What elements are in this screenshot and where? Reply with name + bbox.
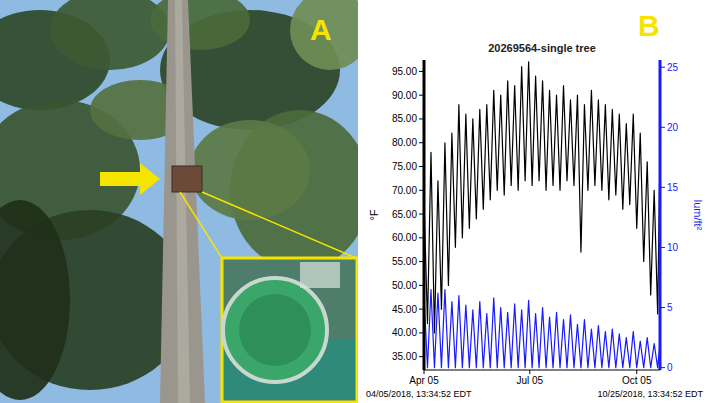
y-tick-label: 95.00 [392, 66, 417, 77]
zoom-line [202, 192, 356, 258]
inset [222, 258, 357, 402]
y-tick-label: 75.00 [392, 161, 417, 172]
y2-tick-label: 20 [667, 122, 679, 133]
y2-tick [660, 187, 665, 188]
y-tick-label: 40.00 [392, 327, 417, 338]
arrow [100, 163, 160, 195]
y-tick [419, 332, 424, 333]
y-tick [419, 214, 424, 215]
y2-tick [660, 307, 665, 308]
x-tick [529, 370, 530, 374]
figure: A B 20269564-single tree 35.00 40.00 45.00 50.… [0, 0, 709, 403]
y2-axis-title: lum/ft² [692, 200, 704, 231]
foliage [190, 120, 310, 220]
x-tick-label: Oct 05 [622, 375, 652, 386]
y-tick-label: 35.00 [392, 351, 417, 362]
end-stamp: 10/25/2018, 13:34:52 EDT [597, 389, 703, 399]
y-tick [419, 237, 424, 238]
y-tick [419, 166, 424, 167]
panel-label: B [638, 9, 660, 42]
y-tick-label: 65.00 [392, 209, 417, 220]
y-tick [419, 95, 424, 96]
y2-tick-label: 10 [667, 242, 679, 253]
photo-panel [0, 0, 370, 403]
y-tick [419, 309, 424, 310]
x-tick-label: Jul 05 [516, 375, 543, 386]
y-tick-label: 85.00 [392, 113, 417, 124]
x-axis [424, 370, 660, 371]
y2-tick-label: 25 [667, 62, 679, 73]
x-tick [636, 370, 637, 374]
chart-background [358, 0, 709, 403]
y-tick-label: 55.00 [392, 256, 417, 267]
foliage [150, 0, 250, 50]
y2-tick [660, 127, 665, 128]
tree-trunk [160, 0, 205, 403]
y2-axis [659, 60, 662, 370]
light-line [424, 290, 660, 368]
y2-tick [660, 67, 665, 68]
y-tick [419, 261, 424, 262]
logger-cap [223, 278, 327, 382]
y2-tick [660, 247, 665, 248]
x-tick-label: Apr 05 [409, 375, 439, 386]
y-axis-title: °F [368, 209, 380, 220]
chart-title: 20269564-single tree [488, 42, 596, 54]
y2-tick-label: 15 [667, 182, 679, 193]
plot-data [424, 62, 660, 368]
foliage [0, 200, 70, 400]
y-tick-label: 60.00 [392, 232, 417, 243]
y-tick [419, 118, 424, 119]
y-tick [419, 285, 424, 286]
logger-clip [300, 262, 340, 288]
y-tick-label: 90.00 [392, 90, 417, 101]
panel-label: A [310, 13, 332, 46]
y-tick [419, 356, 424, 357]
start-stamp: 04/05/2018, 13:34:52 EDT [366, 389, 472, 399]
logger-face [239, 294, 311, 366]
y-tick-label: 80.00 [392, 137, 417, 148]
x-tick [424, 370, 425, 374]
foliage [50, 0, 170, 70]
trunk-highlight [175, 0, 190, 403]
logger-box [172, 166, 202, 192]
y2-tick-label: 0 [667, 362, 673, 373]
y-tick-label: 50.00 [392, 280, 417, 291]
y-tick-label: 70.00 [392, 185, 417, 196]
y2-tick-label: 5 [667, 302, 673, 313]
y-tick-label: 45.00 [392, 304, 417, 315]
y-tick [419, 142, 424, 143]
y-tick [419, 190, 424, 191]
y2-tick [660, 367, 665, 368]
zoom-line [180, 192, 222, 258]
y-tick [419, 71, 424, 72]
y-axis [423, 60, 426, 370]
temperature-line [424, 62, 660, 333]
